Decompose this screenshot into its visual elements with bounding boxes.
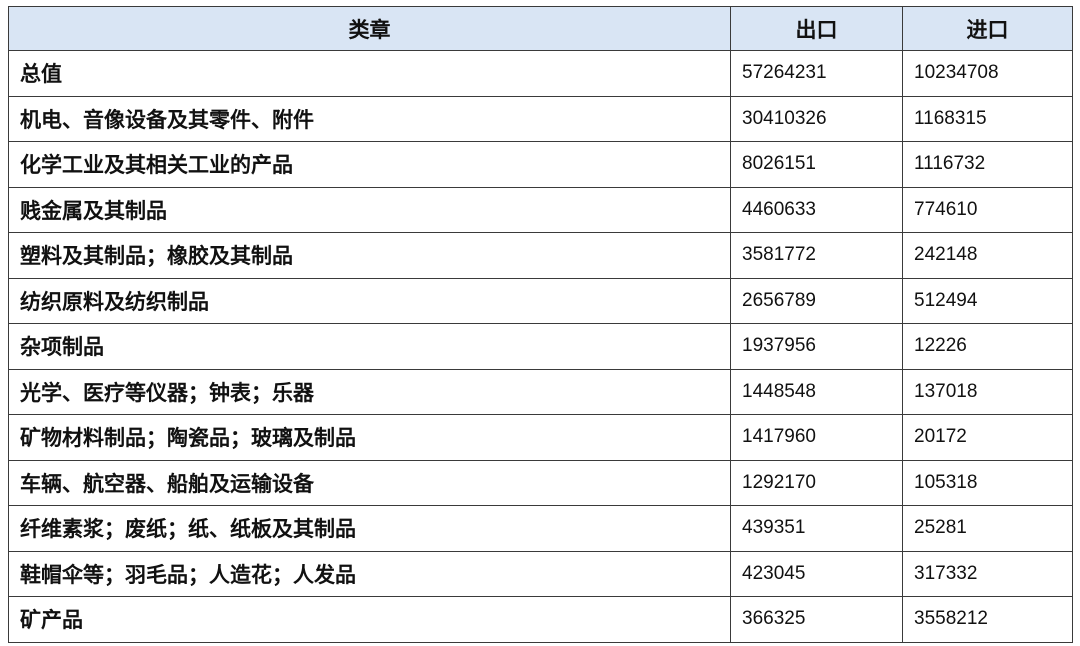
import-cell: 317332 (902, 550, 1073, 597)
export-cell: 439351 (730, 505, 903, 552)
import-cell: 105318 (902, 459, 1073, 506)
export-cell: 366325 (730, 596, 903, 643)
import-cell: 25281 (902, 505, 1073, 552)
table-row: 总值 57264231 10234708 (8, 50, 1073, 97)
table-row: 塑料及其制品；橡胶及其制品 3581772 242148 (8, 232, 1073, 279)
table-row: 车辆、航空器、船舶及运输设备 1292170 105318 (8, 459, 1073, 506)
import-cell: 20172 (902, 414, 1073, 461)
category-cell: 化学工业及其相关工业的产品 (8, 141, 731, 188)
category-cell: 贱金属及其制品 (8, 186, 731, 233)
table-row: 矿物材料制品；陶瓷品；玻璃及制品 1417960 20172 (8, 414, 1073, 461)
table-row: 贱金属及其制品 4460633 774610 (8, 186, 1073, 233)
table-row: 机电、音像设备及其零件、附件 30410326 1168315 (8, 95, 1073, 142)
table-row: 光学、医疗等仪器；钟表；乐器 1448548 137018 (8, 368, 1073, 415)
table-row: 纺织原料及纺织制品 2656789 512494 (8, 277, 1073, 324)
table-row: 杂项制品 1937956 12226 (8, 323, 1073, 370)
trade-table-container: 类章 出口 进口 总值 57264231 10234708 机电、音像设备及其零… (8, 6, 1073, 643)
table-row: 化学工业及其相关工业的产品 8026151 1116732 (8, 141, 1073, 188)
category-cell: 总值 (8, 50, 731, 97)
export-cell: 1292170 (730, 459, 903, 506)
category-cell: 矿产品 (8, 596, 731, 643)
import-cell: 10234708 (902, 50, 1073, 97)
export-cell: 8026151 (730, 141, 903, 188)
import-cell: 12226 (902, 323, 1073, 370)
export-cell: 3581772 (730, 232, 903, 279)
category-cell: 光学、医疗等仪器；钟表；乐器 (8, 368, 731, 415)
export-cell: 1937956 (730, 323, 903, 370)
import-cell: 1116732 (902, 141, 1073, 188)
import-cell: 3558212 (902, 596, 1073, 643)
trade-table: 类章 出口 进口 总值 57264231 10234708 机电、音像设备及其零… (8, 6, 1073, 643)
category-cell: 纤维素浆；废纸；纸、纸板及其制品 (8, 505, 731, 552)
table-body: 总值 57264231 10234708 机电、音像设备及其零件、附件 3041… (8, 50, 1073, 643)
header-import: 进口 (902, 6, 1073, 51)
category-cell: 鞋帽伞等；羽毛品；人造花；人发品 (8, 550, 731, 597)
export-cell: 1417960 (730, 414, 903, 461)
table-header: 类章 出口 进口 (8, 6, 1073, 51)
export-cell: 57264231 (730, 50, 903, 97)
import-cell: 242148 (902, 232, 1073, 279)
table-row: 矿产品 366325 3558212 (8, 596, 1073, 643)
import-cell: 512494 (902, 277, 1073, 324)
import-cell: 1168315 (902, 95, 1073, 142)
header-category: 类章 (8, 6, 731, 51)
export-cell: 30410326 (730, 95, 903, 142)
category-cell: 矿物材料制品；陶瓷品；玻璃及制品 (8, 414, 731, 461)
export-cell: 4460633 (730, 186, 903, 233)
export-cell: 423045 (730, 550, 903, 597)
import-cell: 137018 (902, 368, 1073, 415)
export-cell: 1448548 (730, 368, 903, 415)
header-export: 出口 (730, 6, 903, 51)
category-cell: 车辆、航空器、船舶及运输设备 (8, 459, 731, 506)
category-cell: 杂项制品 (8, 323, 731, 370)
category-cell: 机电、音像设备及其零件、附件 (8, 95, 731, 142)
import-cell: 774610 (902, 186, 1073, 233)
header-row: 类章 出口 进口 (8, 6, 1073, 51)
category-cell: 纺织原料及纺织制品 (8, 277, 731, 324)
category-cell: 塑料及其制品；橡胶及其制品 (8, 232, 731, 279)
table-row: 鞋帽伞等；羽毛品；人造花；人发品 423045 317332 (8, 550, 1073, 597)
table-row: 纤维素浆；废纸；纸、纸板及其制品 439351 25281 (8, 505, 1073, 552)
export-cell: 2656789 (730, 277, 903, 324)
